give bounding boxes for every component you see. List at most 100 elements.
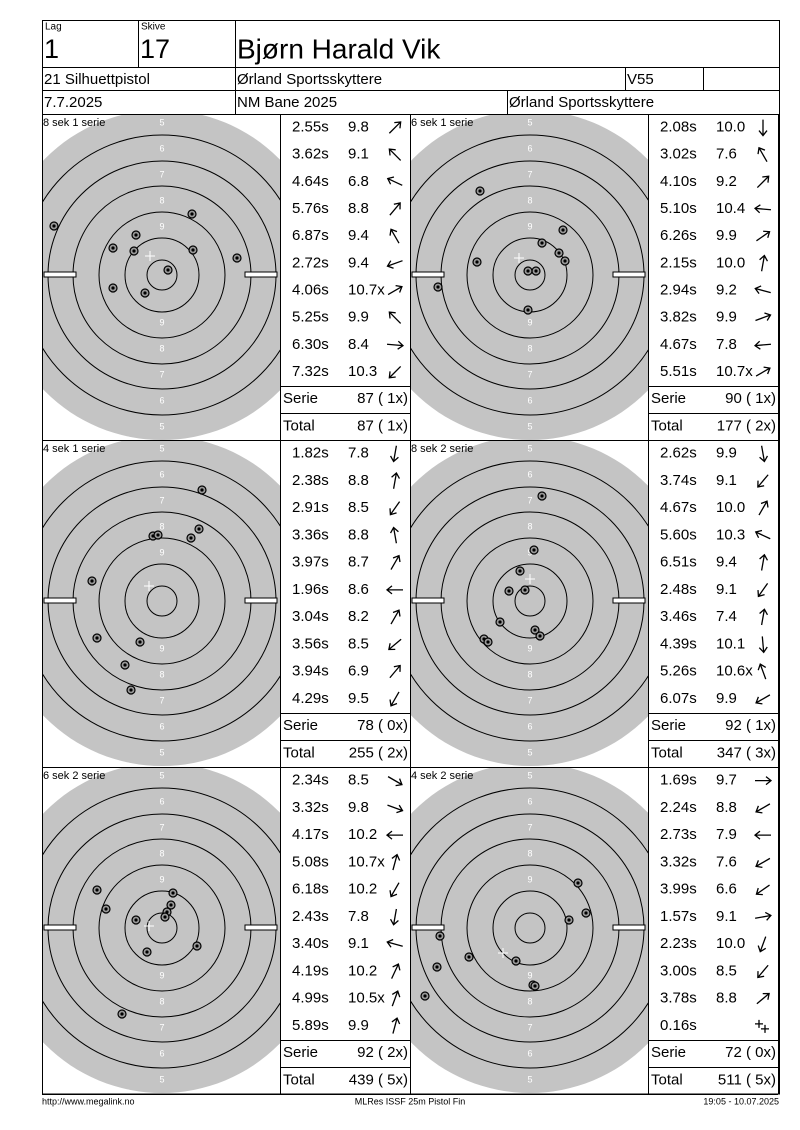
arrow-path xyxy=(753,204,772,214)
shot-time: 3.36s xyxy=(292,526,329,543)
arrow-path xyxy=(756,230,771,242)
side-bar xyxy=(244,597,278,604)
ring xyxy=(514,259,546,291)
shot-hole-center xyxy=(557,251,561,255)
direction-arrow xyxy=(755,366,771,377)
sighter-cross xyxy=(498,948,508,958)
shot-score: 8.8 xyxy=(348,526,369,543)
arrow-path xyxy=(388,121,402,134)
shot-time: 3.74s xyxy=(660,472,697,489)
arrow-path xyxy=(388,638,402,651)
direction-arrow xyxy=(391,990,401,1007)
shot-time: 5.10s xyxy=(660,200,697,217)
ring-label: 6 xyxy=(159,796,164,806)
shot-time: 6.07s xyxy=(660,690,697,707)
direction-arrow xyxy=(755,857,771,868)
shot-hole-center xyxy=(532,548,536,552)
shot-time: 4.39s xyxy=(660,635,697,652)
ring xyxy=(411,134,648,416)
arrow-path xyxy=(389,691,400,707)
shot-hole-center xyxy=(436,285,440,289)
series-title: 8 sek 1 serie xyxy=(43,117,105,129)
shot-time: 3.32s xyxy=(660,853,697,870)
ring-label: 9 xyxy=(159,874,164,884)
side-bar xyxy=(411,271,445,278)
shot-hole-center xyxy=(514,959,518,963)
arrow-path xyxy=(757,936,767,953)
organizer: Ørland Sportsskyttere xyxy=(509,94,654,111)
shot-score: 7.8 xyxy=(348,445,369,462)
ring-label: 7 xyxy=(527,495,532,505)
shot-score: 10.2 xyxy=(348,826,377,843)
shot-time: 2.15s xyxy=(660,254,697,271)
ring-label: 9 xyxy=(527,317,532,327)
shot-hole-center xyxy=(584,911,588,915)
shot-time: 1.96s xyxy=(292,581,329,598)
shot-icon xyxy=(755,1019,769,1033)
ring xyxy=(466,211,594,339)
total-value: 347 ( 3x) xyxy=(717,744,776,761)
shot-time: 2.38s xyxy=(292,472,329,489)
arrow-path xyxy=(759,445,769,463)
arrow-path xyxy=(390,554,401,570)
ring xyxy=(466,864,594,992)
footer-timestamp: 19:05 - 10.07.2025 xyxy=(703,1096,779,1106)
shot-time: 3.78s xyxy=(660,990,697,1007)
shot-time: 1.69s xyxy=(660,772,697,789)
target: 5 5 6 6 7 7 8 8 9 9 xyxy=(43,768,280,1093)
shot-hole-center xyxy=(197,527,201,531)
shot-time: 2.55s xyxy=(292,119,329,136)
direction-arrow xyxy=(753,830,771,840)
shot-score: 10.5x xyxy=(348,990,385,1007)
shot-time: 4.10s xyxy=(660,173,697,190)
side-bar xyxy=(244,271,278,278)
shot-score: 10.0 xyxy=(716,119,745,136)
shot-score: 9.9 xyxy=(716,309,737,326)
ring-label: 8 xyxy=(159,848,164,858)
direction-arrow xyxy=(755,803,771,814)
shot-score: 9.2 xyxy=(716,173,737,190)
shot-hole-center xyxy=(235,256,239,260)
shot-time: 5.51s xyxy=(660,363,697,380)
shot-time: 3.46s xyxy=(660,608,697,625)
shot-score: 6.9 xyxy=(348,663,369,680)
shot-time: 2.72s xyxy=(292,254,329,271)
shot-hole-center xyxy=(563,259,567,263)
direction-arrow xyxy=(753,340,772,350)
shot-score: 10.6x xyxy=(716,663,753,680)
ring xyxy=(124,563,200,639)
serie-label: Serie xyxy=(283,390,318,407)
arrow-path xyxy=(391,471,401,489)
direction-arrow xyxy=(387,284,403,296)
arrow-path xyxy=(755,366,771,377)
shot-hole-center xyxy=(507,589,511,593)
side-bar xyxy=(612,597,646,604)
arrow-path xyxy=(757,582,769,598)
shot-hole-center xyxy=(523,588,527,592)
direction-arrow xyxy=(389,908,399,926)
arrow-path xyxy=(385,830,403,840)
total-value: 255 ( 2x) xyxy=(349,744,408,761)
target: 5 5 6 6 7 7 8 8 9 9 xyxy=(43,115,280,440)
ring-label: 5 xyxy=(527,747,532,757)
side-bar xyxy=(411,924,445,931)
shot-time: 5.25s xyxy=(292,309,329,326)
shot-hole-center xyxy=(129,688,133,692)
shot-time: 5.26s xyxy=(660,663,697,680)
arrow-path xyxy=(389,908,399,926)
club: Ørland Sportsskyttere xyxy=(237,71,382,88)
shot-hole-center xyxy=(475,260,479,264)
ring xyxy=(43,134,280,416)
ring-label: 5 xyxy=(527,117,532,127)
footer-url: http://www.megalink.no xyxy=(42,1096,135,1106)
shot-score: 10.0 xyxy=(716,499,745,516)
shooter-name: Bjørn Harald Vik xyxy=(237,33,441,64)
shot-time: 2.91s xyxy=(292,499,329,516)
ring-label: 8 xyxy=(527,996,532,1006)
ring-label: 6 xyxy=(527,796,532,806)
shot-hole-center xyxy=(134,918,138,922)
direction-arrow xyxy=(388,365,402,379)
total-value: 511 ( 5x) xyxy=(718,1071,776,1088)
shot-time: 4.64s xyxy=(292,173,329,190)
arrow-path xyxy=(758,636,768,654)
